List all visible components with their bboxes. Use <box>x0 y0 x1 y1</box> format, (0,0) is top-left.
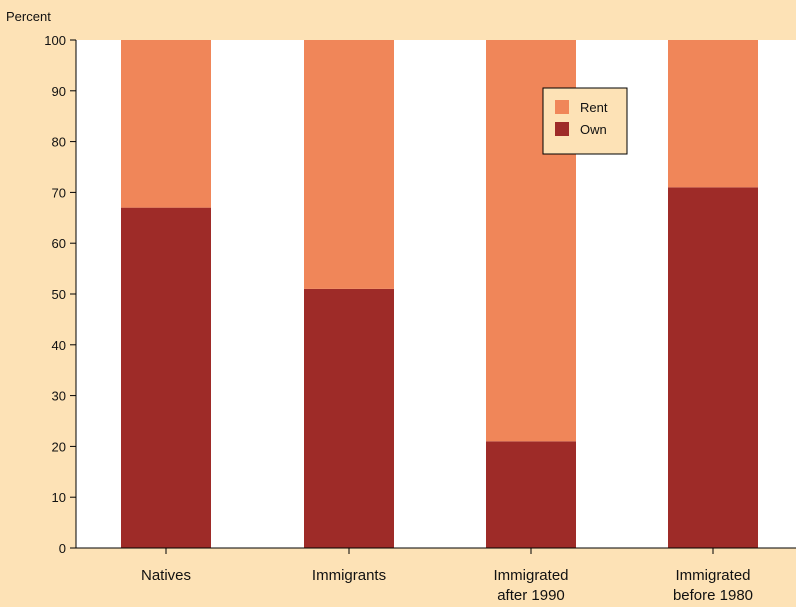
y-axis-title: Percent <box>6 9 51 24</box>
bar-own-0 <box>121 207 211 548</box>
y-tick-label-100: 100 <box>44 33 66 48</box>
x-tick-label-1-0: Immigrants <box>312 567 386 584</box>
bar-own-2 <box>486 441 576 548</box>
bar-rent-0 <box>121 40 211 208</box>
x-tick-label-2-0: Immigrated <box>493 567 568 584</box>
y-tick-label-40: 40 <box>52 338 66 353</box>
y-tick-label-90: 90 <box>52 84 66 99</box>
y-tick-label-50: 50 <box>52 287 66 302</box>
x-tick-label-2-1: after 1990 <box>497 587 565 604</box>
legend-label-own: Own <box>580 122 607 137</box>
bar-rent-3 <box>668 40 758 188</box>
y-tick-label-70: 70 <box>52 185 66 200</box>
y-tick-label-20: 20 <box>52 439 66 454</box>
legend-label-rent: Rent <box>580 100 608 115</box>
y-tick-label-0: 0 <box>59 541 66 556</box>
y-tick-label-60: 60 <box>52 236 66 251</box>
x-tick-label-0-0: Natives <box>141 567 191 584</box>
bar-own-1 <box>304 288 394 548</box>
y-tick-label-30: 30 <box>52 389 66 404</box>
x-tick-label-3-1: before 1980 <box>673 587 753 604</box>
legend-box <box>542 87 628 155</box>
y-tick-label-80: 80 <box>52 135 66 150</box>
bar-rent-1 <box>304 40 394 289</box>
y-tick-label-10: 10 <box>52 490 66 505</box>
bar-own-3 <box>668 187 758 548</box>
legend-swatch-rent <box>555 100 569 114</box>
x-tick-label-3-0: Immigrated <box>675 567 750 584</box>
legend-swatch-own <box>555 122 569 136</box>
